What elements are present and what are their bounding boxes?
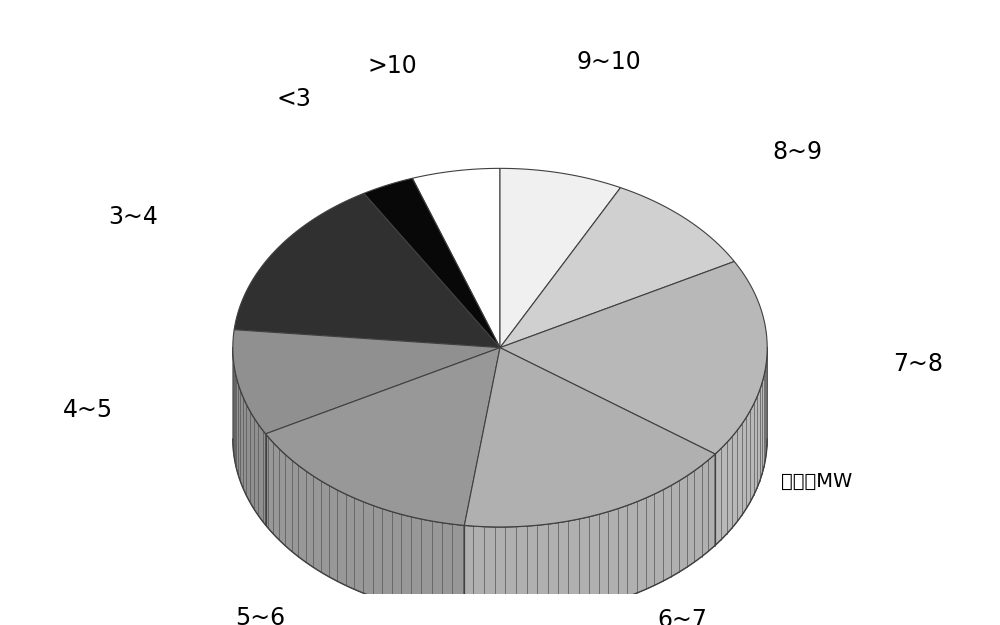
Polygon shape (715, 348, 767, 546)
Polygon shape (266, 434, 464, 617)
Polygon shape (233, 330, 500, 434)
Polygon shape (234, 193, 500, 348)
Polygon shape (464, 348, 715, 527)
Text: >10: >10 (367, 54, 417, 78)
Polygon shape (412, 168, 500, 348)
Text: 5~6: 5~6 (235, 606, 285, 625)
Text: 单位：MW: 单位：MW (781, 472, 852, 491)
Text: <3: <3 (277, 88, 312, 111)
Polygon shape (500, 261, 767, 454)
Text: 7~8: 7~8 (893, 352, 943, 376)
Text: 4~5: 4~5 (63, 398, 113, 422)
Polygon shape (464, 454, 715, 618)
Text: 8~9: 8~9 (772, 140, 822, 164)
Text: 3~4: 3~4 (108, 205, 158, 229)
Polygon shape (266, 348, 500, 526)
Polygon shape (233, 348, 266, 525)
Polygon shape (500, 168, 621, 348)
Text: 9~10: 9~10 (577, 51, 641, 74)
Polygon shape (500, 188, 734, 348)
Polygon shape (364, 178, 500, 348)
Text: 6~7: 6~7 (657, 608, 707, 625)
